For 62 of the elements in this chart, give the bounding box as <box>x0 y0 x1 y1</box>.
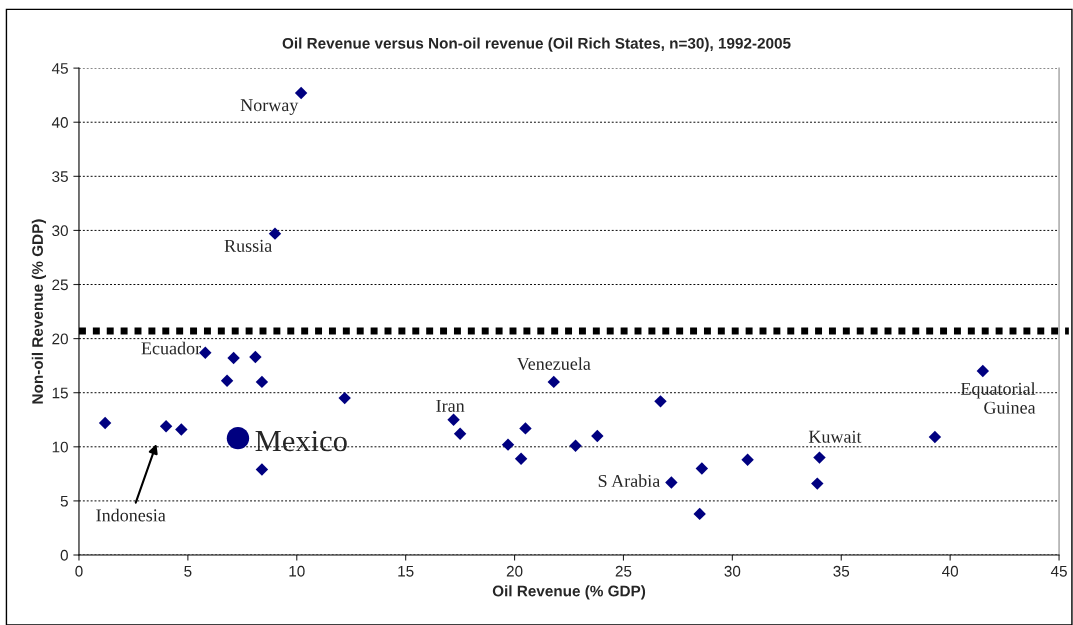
annotation: Russia <box>224 239 272 252</box>
annotation: Kuwait <box>808 430 862 443</box>
point <box>501 438 515 451</box>
y-tick-label: 40 <box>51 117 68 128</box>
point <box>220 374 234 388</box>
annotation: Norway <box>240 99 299 115</box>
annotation: S Arabia <box>598 474 661 488</box>
x-tick-label: 35 <box>833 565 850 577</box>
point <box>519 422 532 435</box>
point <box>654 395 667 408</box>
point <box>591 429 604 443</box>
point <box>255 463 269 476</box>
y-tick-label: 30 <box>52 225 68 237</box>
point <box>811 477 824 490</box>
point <box>447 413 460 426</box>
y-tick-label: 0 <box>60 549 68 561</box>
point <box>294 86 308 100</box>
point <box>928 430 942 444</box>
x-axis-title: Oil Revenue (% GDP) <box>492 585 646 600</box>
x-tick-label: 15 <box>398 565 414 577</box>
point <box>693 507 706 521</box>
point <box>338 391 351 405</box>
x-tick-label: 0 <box>75 565 83 577</box>
annotation: Venezuela <box>516 357 591 370</box>
point <box>98 416 112 430</box>
point <box>514 452 528 465</box>
point <box>813 451 826 464</box>
x-tick-label: 5 <box>184 565 192 577</box>
annotation: Ecuador <box>141 341 201 355</box>
point <box>255 375 269 389</box>
x-tick-label: 45 <box>1050 565 1067 577</box>
point <box>695 462 709 475</box>
y-tick-label: 20 <box>52 333 68 345</box>
x-tick-label: 30 <box>724 565 741 577</box>
annotation: Iran <box>436 399 465 412</box>
y-tick-label: 15 <box>52 387 68 399</box>
annotation: Indonesia <box>96 508 166 522</box>
y-tick-label: 45 <box>51 63 68 74</box>
annotation: Equatorial Guinea <box>960 382 1036 414</box>
point <box>976 364 990 378</box>
point <box>249 350 262 364</box>
y-tick-label: 35 <box>52 171 68 183</box>
point <box>226 426 250 450</box>
point <box>159 420 173 433</box>
point <box>453 427 467 441</box>
point <box>227 351 240 365</box>
point <box>268 227 282 240</box>
chart-title: Oil Revenue versus Non-oil revenue (Oil Rich States, n=30), 1992-2005 <box>282 37 791 52</box>
y-axis-title: Non-oil Revenue (% GDP) <box>31 219 47 404</box>
annotation: Mexico <box>255 430 347 452</box>
x-tick-label: 25 <box>615 565 632 577</box>
point <box>175 423 188 436</box>
x-tick-label: 20 <box>506 565 523 577</box>
point <box>569 439 582 452</box>
x-tick-label: 40 <box>942 565 959 577</box>
point <box>665 476 678 489</box>
point <box>741 453 754 466</box>
point <box>547 375 560 389</box>
x-tick-label: 10 <box>289 565 305 577</box>
y-tick-label: 25 <box>52 279 68 291</box>
y-tick-label: 10 <box>52 441 68 453</box>
y-tick-label: 5 <box>60 495 68 507</box>
